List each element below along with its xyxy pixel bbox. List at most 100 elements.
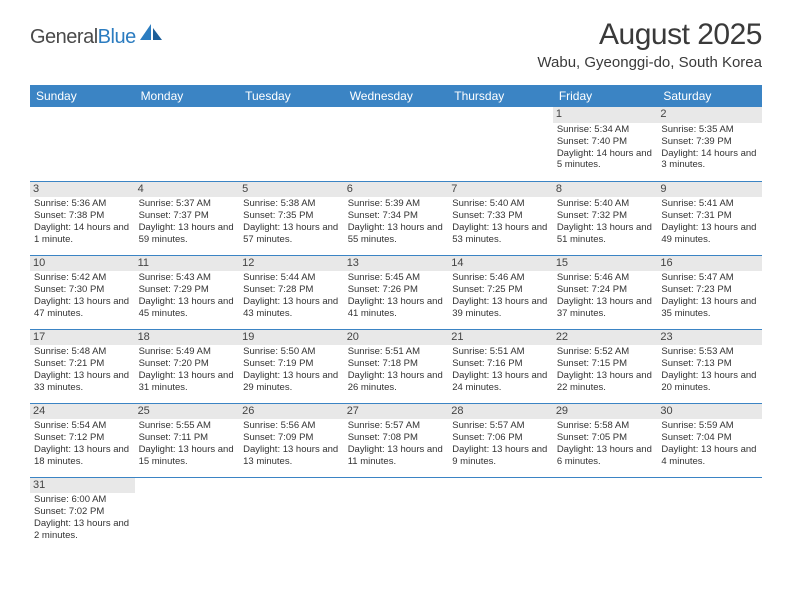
day-details: Sunrise: 5:52 AMSunset: 7:15 PMDaylight:… bbox=[557, 346, 654, 394]
daylight-text: Daylight: 13 hours and 11 minutes. bbox=[348, 444, 445, 468]
daylight-text: Daylight: 13 hours and 59 minutes. bbox=[139, 222, 236, 246]
calendar-cell: 7Sunrise: 5:40 AMSunset: 7:33 PMDaylight… bbox=[448, 181, 553, 255]
day-details: Sunrise: 5:47 AMSunset: 7:23 PMDaylight:… bbox=[661, 272, 758, 320]
calendar-cell: 25Sunrise: 5:55 AMSunset: 7:11 PMDayligh… bbox=[135, 403, 240, 477]
day-details: Sunrise: 5:34 AMSunset: 7:40 PMDaylight:… bbox=[557, 124, 654, 172]
daylight-text: Daylight: 13 hours and 47 minutes. bbox=[34, 296, 131, 320]
sunrise-text: Sunrise: 5:44 AM bbox=[243, 272, 340, 284]
day-number: 31 bbox=[30, 478, 135, 494]
calendar-cell: 13Sunrise: 5:45 AMSunset: 7:26 PMDayligh… bbox=[344, 255, 449, 329]
sunset-text: Sunset: 7:35 PM bbox=[243, 210, 340, 222]
sunset-text: Sunset: 7:08 PM bbox=[348, 432, 445, 444]
weekday-header: Tuesday bbox=[239, 85, 344, 107]
day-details: Sunrise: 5:51 AMSunset: 7:16 PMDaylight:… bbox=[452, 346, 549, 394]
sunset-text: Sunset: 7:40 PM bbox=[557, 136, 654, 148]
daylight-text: Daylight: 13 hours and 53 minutes. bbox=[452, 222, 549, 246]
sunset-text: Sunset: 7:02 PM bbox=[34, 506, 131, 518]
calendar-cell: 28Sunrise: 5:57 AMSunset: 7:06 PMDayligh… bbox=[448, 403, 553, 477]
weekday-header: Sunday bbox=[30, 85, 135, 107]
sunrise-text: Sunrise: 5:50 AM bbox=[243, 346, 340, 358]
calendar-cell bbox=[448, 477, 553, 551]
daylight-text: Daylight: 13 hours and 51 minutes. bbox=[557, 222, 654, 246]
sunrise-text: Sunrise: 5:51 AM bbox=[452, 346, 549, 358]
day-number: 7 bbox=[448, 182, 553, 198]
day-details: Sunrise: 5:37 AMSunset: 7:37 PMDaylight:… bbox=[139, 198, 236, 246]
day-details: Sunrise: 5:45 AMSunset: 7:26 PMDaylight:… bbox=[348, 272, 445, 320]
calendar-cell: 19Sunrise: 5:50 AMSunset: 7:19 PMDayligh… bbox=[239, 329, 344, 403]
sunrise-text: Sunrise: 5:47 AM bbox=[661, 272, 758, 284]
calendar-cell: 17Sunrise: 5:48 AMSunset: 7:21 PMDayligh… bbox=[30, 329, 135, 403]
sunset-text: Sunset: 7:21 PM bbox=[34, 358, 131, 370]
daylight-text: Daylight: 13 hours and 57 minutes. bbox=[243, 222, 340, 246]
sunset-text: Sunset: 7:20 PM bbox=[139, 358, 236, 370]
sunrise-text: Sunrise: 5:46 AM bbox=[557, 272, 654, 284]
calendar-cell bbox=[30, 107, 135, 181]
sunset-text: Sunset: 7:32 PM bbox=[557, 210, 654, 222]
calendar-cell bbox=[553, 477, 658, 551]
day-number: 2 bbox=[657, 107, 762, 123]
sunset-text: Sunset: 7:09 PM bbox=[243, 432, 340, 444]
daylight-text: Daylight: 13 hours and 43 minutes. bbox=[243, 296, 340, 320]
day-details: Sunrise: 5:42 AMSunset: 7:30 PMDaylight:… bbox=[34, 272, 131, 320]
sunrise-text: Sunrise: 5:40 AM bbox=[452, 198, 549, 210]
weekday-header: Wednesday bbox=[344, 85, 449, 107]
sunset-text: Sunset: 7:15 PM bbox=[557, 358, 654, 370]
daylight-text: Daylight: 14 hours and 3 minutes. bbox=[661, 148, 758, 172]
daylight-text: Daylight: 13 hours and 6 minutes. bbox=[557, 444, 654, 468]
calendar-cell: 10Sunrise: 5:42 AMSunset: 7:30 PMDayligh… bbox=[30, 255, 135, 329]
logo: GeneralBlue bbox=[30, 26, 164, 49]
sunrise-text: Sunrise: 5:34 AM bbox=[557, 124, 654, 136]
calendar-cell: 4Sunrise: 5:37 AMSunset: 7:37 PMDaylight… bbox=[135, 181, 240, 255]
sunrise-text: Sunrise: 5:40 AM bbox=[557, 198, 654, 210]
calendar-table: Sunday Monday Tuesday Wednesday Thursday… bbox=[30, 85, 762, 551]
calendar-cell: 11Sunrise: 5:43 AMSunset: 7:29 PMDayligh… bbox=[135, 255, 240, 329]
calendar-cell: 21Sunrise: 5:51 AMSunset: 7:16 PMDayligh… bbox=[448, 329, 553, 403]
sunrise-text: Sunrise: 5:53 AM bbox=[661, 346, 758, 358]
calendar-week-row: 24Sunrise: 5:54 AMSunset: 7:12 PMDayligh… bbox=[30, 403, 762, 477]
sunset-text: Sunset: 7:19 PM bbox=[243, 358, 340, 370]
day-number: 21 bbox=[448, 330, 553, 346]
sunrise-text: Sunrise: 5:57 AM bbox=[348, 420, 445, 432]
sunrise-text: Sunrise: 5:45 AM bbox=[348, 272, 445, 284]
calendar-cell bbox=[344, 107, 449, 181]
daylight-text: Daylight: 13 hours and 26 minutes. bbox=[348, 370, 445, 394]
sunrise-text: Sunrise: 5:51 AM bbox=[348, 346, 445, 358]
sunset-text: Sunset: 7:12 PM bbox=[34, 432, 131, 444]
daylight-text: Daylight: 13 hours and 22 minutes. bbox=[557, 370, 654, 394]
day-details: Sunrise: 5:55 AMSunset: 7:11 PMDaylight:… bbox=[139, 420, 236, 468]
daylight-text: Daylight: 13 hours and 35 minutes. bbox=[661, 296, 758, 320]
day-number: 28 bbox=[448, 404, 553, 420]
calendar-cell: 22Sunrise: 5:52 AMSunset: 7:15 PMDayligh… bbox=[553, 329, 658, 403]
sunrise-text: Sunrise: 5:36 AM bbox=[34, 198, 131, 210]
day-number: 11 bbox=[135, 256, 240, 272]
weekday-header: Saturday bbox=[657, 85, 762, 107]
day-number: 6 bbox=[344, 182, 449, 198]
day-details: Sunrise: 5:48 AMSunset: 7:21 PMDaylight:… bbox=[34, 346, 131, 394]
day-details: Sunrise: 5:35 AMSunset: 7:39 PMDaylight:… bbox=[661, 124, 758, 172]
sunset-text: Sunset: 7:23 PM bbox=[661, 284, 758, 296]
sunset-text: Sunset: 7:37 PM bbox=[139, 210, 236, 222]
calendar-cell bbox=[344, 477, 449, 551]
day-number: 22 bbox=[553, 330, 658, 346]
logo-word1: General bbox=[30, 26, 98, 48]
calendar-cell: 5Sunrise: 5:38 AMSunset: 7:35 PMDaylight… bbox=[239, 181, 344, 255]
day-number: 24 bbox=[30, 404, 135, 420]
day-details: Sunrise: 5:53 AMSunset: 7:13 PMDaylight:… bbox=[661, 346, 758, 394]
location: Wabu, Gyeonggi-do, South Korea bbox=[537, 54, 762, 71]
day-number: 8 bbox=[553, 182, 658, 198]
daylight-text: Daylight: 13 hours and 18 minutes. bbox=[34, 444, 131, 468]
day-details: Sunrise: 5:38 AMSunset: 7:35 PMDaylight:… bbox=[243, 198, 340, 246]
sunset-text: Sunset: 7:33 PM bbox=[452, 210, 549, 222]
sunset-text: Sunset: 7:25 PM bbox=[452, 284, 549, 296]
calendar-cell bbox=[135, 477, 240, 551]
calendar-week-row: 17Sunrise: 5:48 AMSunset: 7:21 PMDayligh… bbox=[30, 329, 762, 403]
sunset-text: Sunset: 7:38 PM bbox=[34, 210, 131, 222]
logo-word2: Blue bbox=[98, 26, 136, 48]
daylight-text: Daylight: 13 hours and 55 minutes. bbox=[348, 222, 445, 246]
day-number: 15 bbox=[553, 256, 658, 272]
day-details: Sunrise: 5:50 AMSunset: 7:19 PMDaylight:… bbox=[243, 346, 340, 394]
day-number: 20 bbox=[344, 330, 449, 346]
day-number: 4 bbox=[135, 182, 240, 198]
day-details: Sunrise: 5:57 AMSunset: 7:08 PMDaylight:… bbox=[348, 420, 445, 468]
calendar-cell: 15Sunrise: 5:46 AMSunset: 7:24 PMDayligh… bbox=[553, 255, 658, 329]
